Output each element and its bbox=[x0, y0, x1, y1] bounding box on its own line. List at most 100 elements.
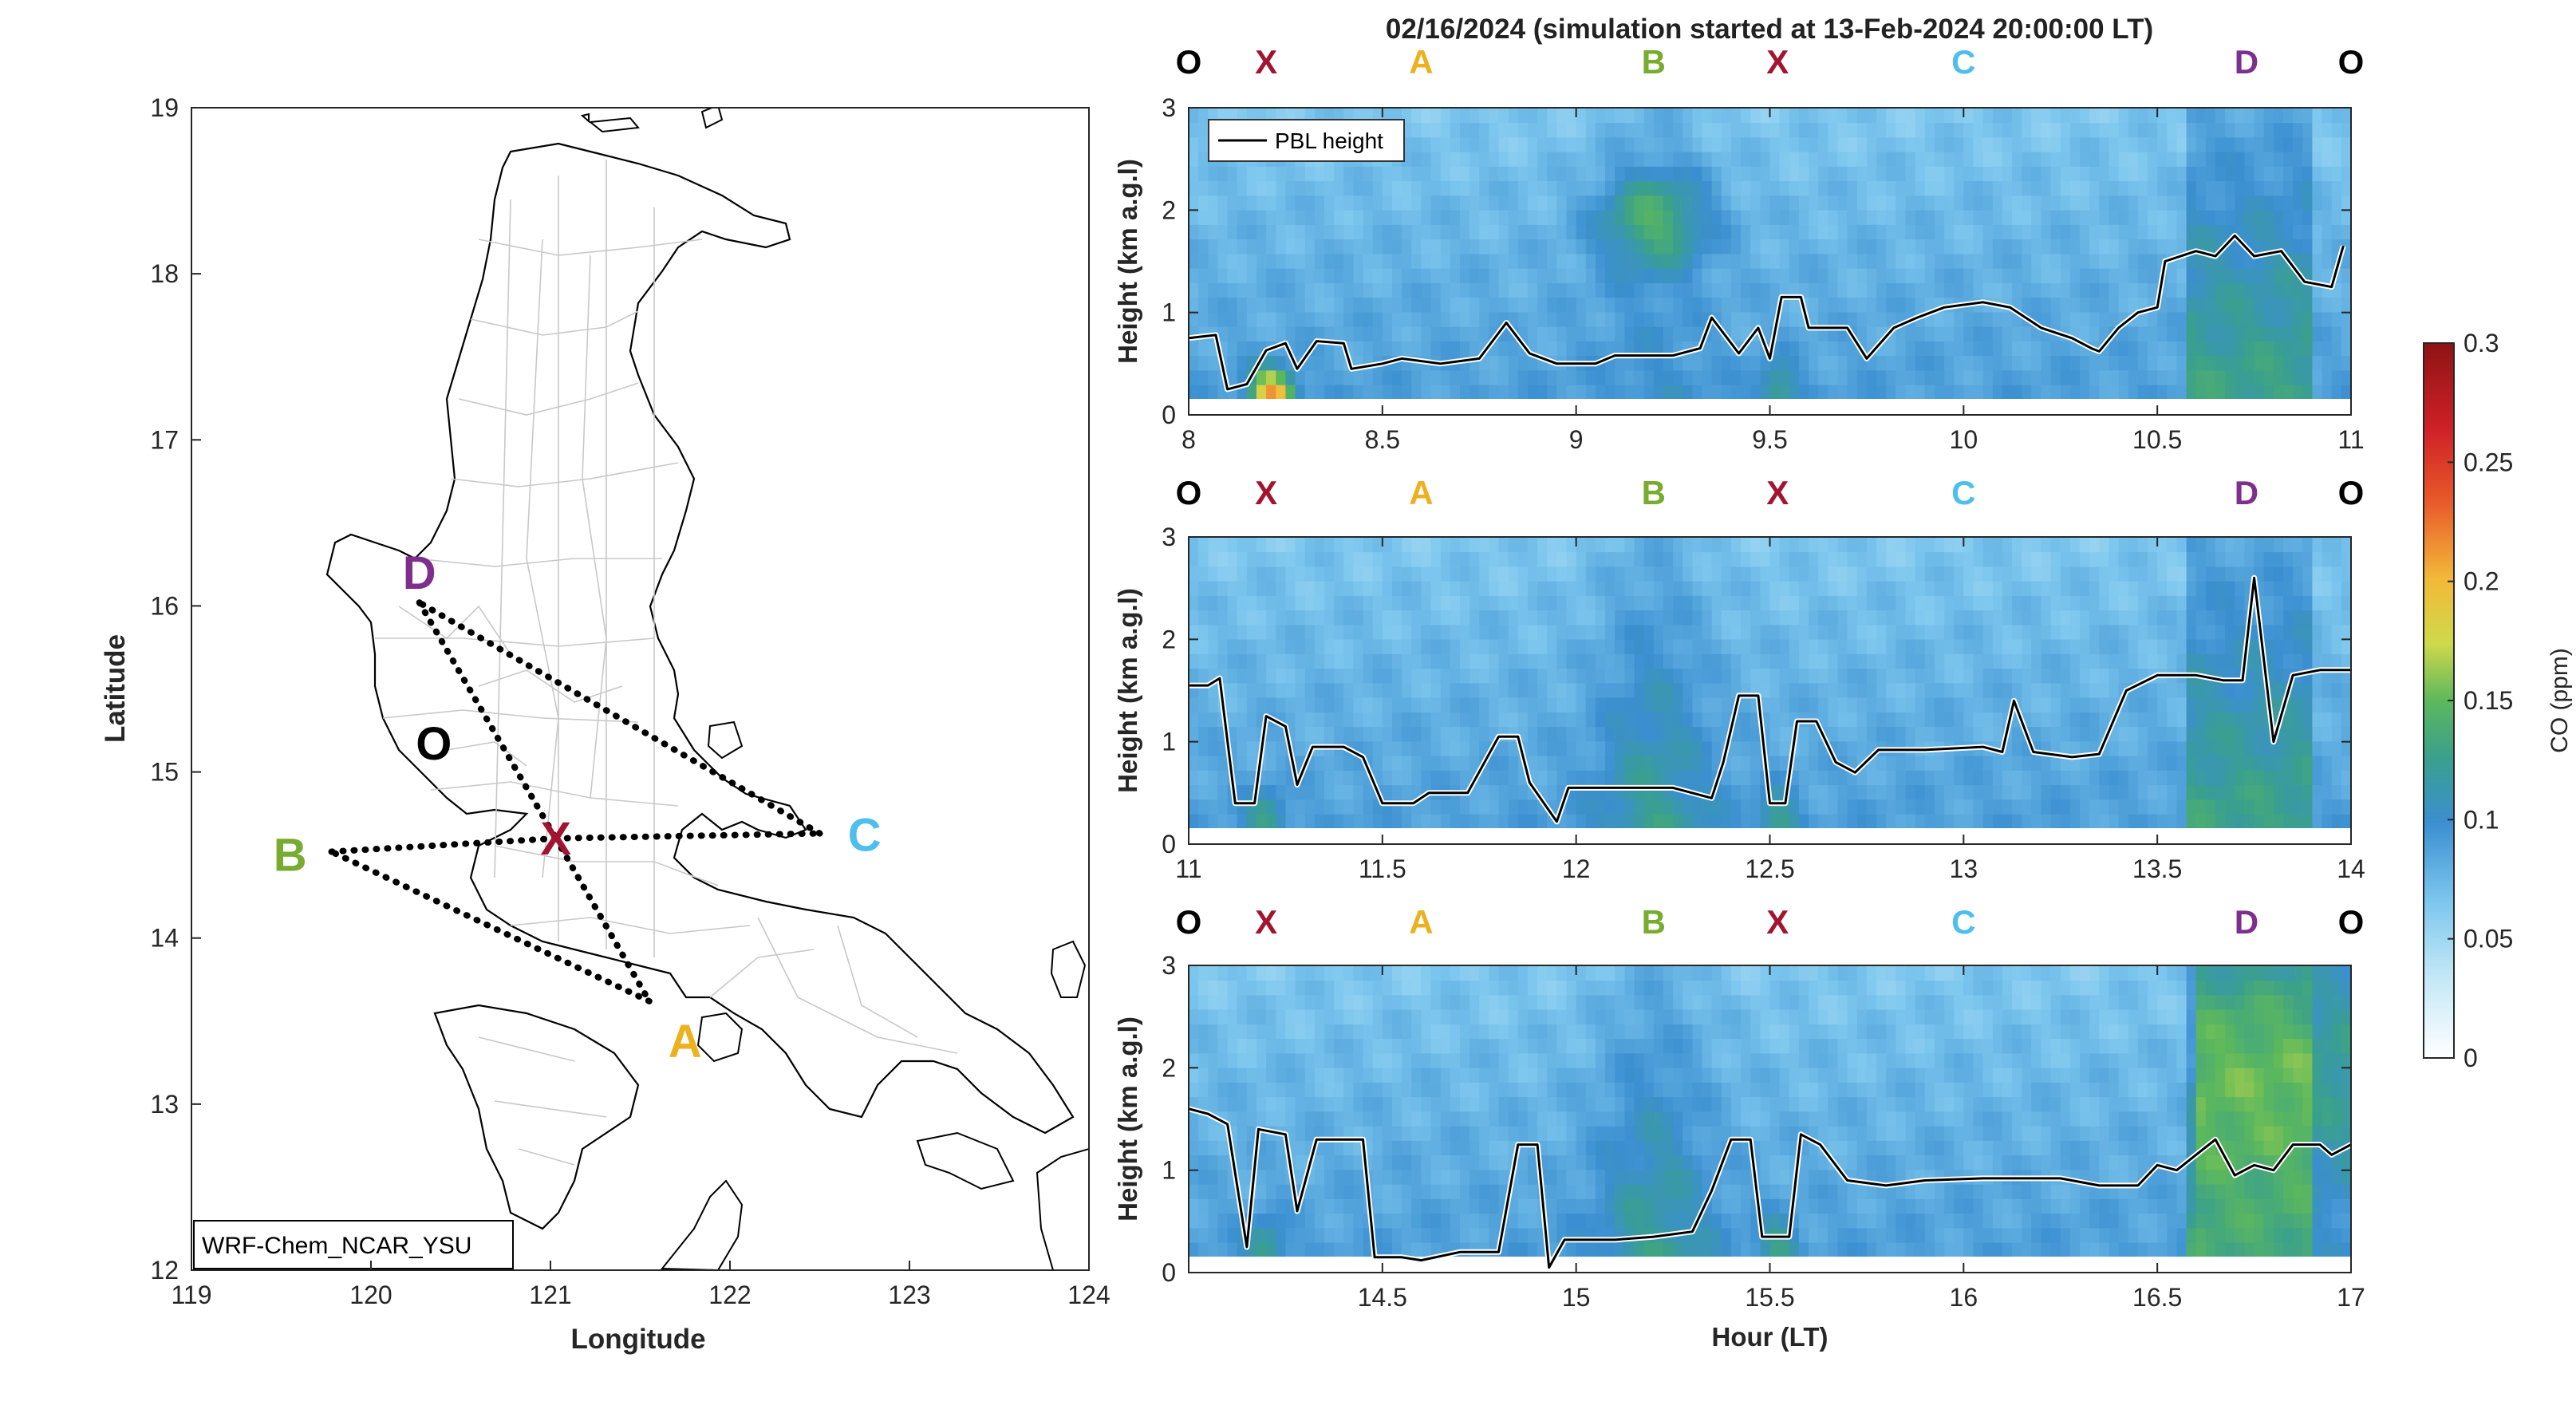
heatmap-cell bbox=[1711, 253, 1722, 269]
heatmap-cell bbox=[1634, 668, 1645, 684]
heatmap-cell bbox=[2167, 108, 2178, 124]
heatmap-cell bbox=[1528, 282, 1538, 298]
heatmap-cell bbox=[1954, 799, 1965, 815]
heatmap-cell bbox=[1643, 813, 1655, 829]
heatmap-cell bbox=[2060, 770, 2071, 786]
heatmap-cell bbox=[1285, 682, 1296, 698]
heatmap-cell bbox=[1915, 122, 1926, 138]
heatmap-cell bbox=[1828, 537, 1839, 553]
heatmap-cell bbox=[1596, 726, 1606, 742]
heatmap-cell bbox=[2031, 166, 2042, 182]
heatmap-cell bbox=[1992, 712, 2003, 728]
heatmap-cell bbox=[1392, 297, 1402, 313]
heatmap-cell bbox=[1818, 341, 1829, 357]
segment-label-C: C bbox=[1951, 43, 1975, 81]
heatmap-cell bbox=[1498, 224, 1509, 240]
heatmap-cell bbox=[1886, 726, 1897, 742]
heatmap-cell bbox=[2263, 326, 2274, 341]
heatmap-cell bbox=[2109, 638, 2120, 654]
heatmap-cell bbox=[1973, 697, 1984, 712]
heatmap-cell bbox=[1246, 253, 1257, 269]
heatmap-cell bbox=[2109, 267, 2120, 283]
heatmap-cell bbox=[2167, 239, 2178, 255]
heatmap-cell bbox=[1585, 166, 1596, 182]
heatmap-cell bbox=[1798, 166, 1809, 182]
heatmap-cell bbox=[2322, 712, 2333, 728]
heatmap-cell bbox=[2263, 311, 2274, 327]
heatmap-cell bbox=[2041, 537, 2052, 553]
heatmap-cell bbox=[1847, 784, 1858, 800]
heatmap-cell bbox=[1828, 151, 1839, 167]
heatmap-cell bbox=[2167, 566, 2178, 582]
heatmap-cell bbox=[1596, 770, 1606, 786]
heatmap-cell bbox=[2302, 697, 2314, 712]
heatmap-cell bbox=[1992, 755, 2003, 771]
heatmap-cell bbox=[1556, 726, 1568, 742]
catanduanes-island bbox=[1050, 940, 1087, 998]
heatmap-cell bbox=[2069, 638, 2081, 654]
heatmap-cell bbox=[2002, 355, 2013, 371]
heatmap-cell bbox=[1469, 813, 1480, 829]
heatmap-cell bbox=[1469, 326, 1480, 341]
heatmap-cell bbox=[2244, 697, 2255, 712]
heatmap-cell bbox=[1634, 166, 1645, 182]
heatmap-cell bbox=[2293, 595, 2304, 611]
heatmap-cell bbox=[1372, 595, 1383, 611]
heatmap-cell bbox=[1537, 813, 1548, 829]
heatmap-cell bbox=[1547, 297, 1558, 313]
heatmap-cell bbox=[1246, 224, 1257, 240]
heatmap-cell bbox=[1702, 209, 1713, 225]
heatmap-cell bbox=[1304, 239, 1316, 255]
heatmap-cell bbox=[1189, 770, 1199, 786]
heatmap-cell bbox=[1673, 566, 1683, 582]
heatmap-cell bbox=[2167, 195, 2178, 211]
heatmap-cell bbox=[1798, 726, 1809, 742]
heatmap-cell bbox=[1973, 122, 1984, 138]
heatmap-cell bbox=[1372, 551, 1383, 567]
heatmap-cell bbox=[1779, 239, 1790, 255]
heatmap-cell bbox=[1624, 624, 1635, 640]
heatmap-cell bbox=[2195, 551, 2207, 567]
heatmap-cell bbox=[2099, 151, 2110, 167]
heatmap-cell bbox=[1479, 297, 1490, 313]
heatmap-cell bbox=[2128, 341, 2139, 357]
heatmap-cell bbox=[1944, 668, 1955, 684]
heatmap-cell bbox=[2041, 341, 2052, 357]
heatmap-cell bbox=[2341, 813, 2351, 829]
heatmap-cell bbox=[1982, 326, 1994, 341]
heatmap-cell bbox=[1702, 813, 1713, 829]
heatmap-cell bbox=[1460, 813, 1470, 829]
heatmap-cell bbox=[1517, 784, 1529, 800]
heatmap-cell bbox=[1353, 726, 1364, 742]
heatmap-cell bbox=[1304, 195, 1316, 211]
heatmap-cell bbox=[1421, 813, 1432, 829]
heatmap-cell bbox=[1847, 813, 1858, 829]
heatmap-cell bbox=[1276, 537, 1287, 553]
heatmap-cell bbox=[1847, 580, 1858, 596]
heatmap-cell bbox=[1246, 740, 1257, 756]
heatmap-cell bbox=[2080, 369, 2090, 385]
heatmap-cell bbox=[1208, 726, 1219, 742]
heatmap-cell bbox=[1353, 551, 1364, 567]
ytick-label: 0 bbox=[1162, 830, 1176, 858]
heatmap-cell bbox=[1769, 624, 1781, 640]
heatmap-cell bbox=[1615, 813, 1626, 829]
heatmap-cell bbox=[1528, 311, 1538, 327]
heatmap-cell bbox=[1430, 326, 1442, 341]
heatmap-cell bbox=[1430, 580, 1442, 596]
heatmap-cell bbox=[1905, 638, 1916, 654]
heatmap-cell bbox=[1537, 712, 1548, 728]
heatmap-cell bbox=[2157, 369, 2168, 385]
heatmap-cell bbox=[1430, 209, 1442, 225]
heatmap-cell bbox=[2302, 726, 2314, 742]
heatmap-cell bbox=[2002, 326, 2013, 341]
heatmap-cell bbox=[1189, 580, 1199, 596]
heatmap-cell bbox=[1479, 580, 1490, 596]
heatmap-cell bbox=[1663, 297, 1674, 313]
heatmap-cell bbox=[1973, 537, 1984, 553]
heatmap-cell bbox=[1653, 267, 1664, 283]
heatmap-cell bbox=[1653, 595, 1664, 611]
heatmap-cell bbox=[1556, 151, 1568, 167]
heatmap-cell bbox=[2244, 151, 2255, 167]
heatmap-cell bbox=[1721, 682, 1732, 698]
